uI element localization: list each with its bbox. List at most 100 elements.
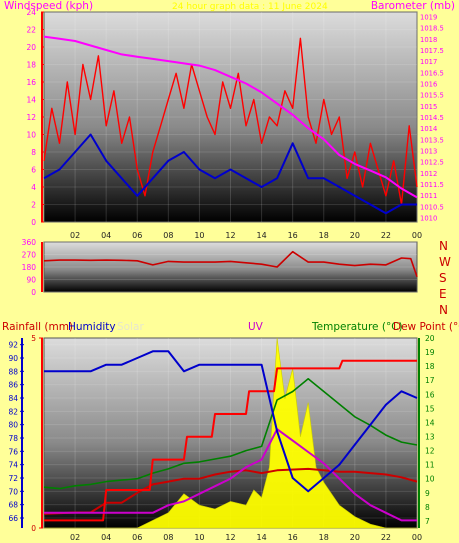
humidity-tick-label: 86 (8, 381, 18, 390)
temperature-tick-label: 10 (425, 475, 435, 484)
y-right-tick-label: 1010 (420, 215, 437, 223)
y-right-tick-label: 1012.5 (420, 159, 444, 167)
x-tick-label: 22 (381, 231, 391, 240)
x-tick-label: 06 (132, 533, 142, 542)
y-tick-label: 20 (26, 43, 36, 52)
x-tick-label: 02 (70, 533, 80, 542)
x-tick-label: 08 (163, 533, 173, 542)
temperature-line (43, 378, 418, 490)
temperature-tick-label: 18 (425, 362, 435, 371)
y-right-tick-label: 1016.5 (420, 69, 444, 77)
x-tick-label: 00 (412, 231, 422, 240)
compass-letter: N (439, 239, 448, 253)
x-tick-label: 10 (194, 231, 204, 240)
rain-tick-label: 5 (31, 334, 36, 343)
dewpoint-axis-label: Dew Point (°C) (393, 321, 459, 333)
windspeed-axis-label: Windspeed (kph) (4, 0, 93, 12)
y-tick-label: 0 (31, 218, 36, 227)
temperature-tick-label: 17 (425, 376, 435, 385)
y-tick-label: 0 (31, 288, 36, 297)
humidity-tick-label: 92 (8, 341, 18, 350)
humidity-tick-label: 90 (8, 354, 18, 363)
x-tick-label: 10 (194, 533, 204, 542)
x-tick-label: 08 (163, 231, 173, 240)
barometer-axis-label: Barometer (mb) (371, 0, 455, 12)
y-right-tick-label: 1018.5 (420, 25, 444, 33)
humidity-axis-label: Humidity (68, 321, 116, 333)
y-right-tick-label: 1015 (420, 103, 437, 111)
rainfall-line (44, 359, 417, 522)
y-right-tick-label: 1011.5 (420, 181, 444, 189)
barometer-line (43, 35, 418, 199)
y-tick-label: 180 (22, 263, 37, 272)
y-tick-label: 18 (26, 61, 36, 70)
rain-tick-label: 0 (31, 524, 36, 533)
wind-gust-line (43, 37, 418, 206)
humidity-tick-label: 82 (8, 407, 18, 416)
x-tick-label: 14 (256, 231, 266, 240)
temperature-tick-label: 11 (425, 461, 435, 470)
wind-speed-line (43, 133, 417, 215)
x-tick-label: 12 (225, 533, 235, 542)
y-tick-label: 22 (26, 26, 36, 35)
y-right-tick-label: 1010.5 (420, 203, 444, 211)
temperature-tick-label: 8 (425, 503, 430, 512)
humidity-tick-label: 74 (8, 461, 18, 470)
humidity-tick-label: 66 (8, 514, 18, 523)
x-tick-label: 18 (319, 533, 329, 542)
y-tick-label: 16 (26, 78, 36, 87)
wind-direction-line (43, 250, 418, 277)
humidity-tick-label: 88 (8, 367, 18, 376)
y-tick-label: 12 (26, 113, 36, 122)
humidity-tick-label: 72 (8, 474, 18, 483)
x-tick-label: 16 (288, 231, 298, 240)
graph-title: 24 hour graph data : 11 June 2024 (172, 2, 328, 12)
uv-line (44, 428, 417, 522)
y-tick-label: 2 (31, 201, 36, 210)
x-tick-label: 16 (288, 533, 298, 542)
humidity-line (44, 350, 418, 493)
y-tick-label: 14 (26, 96, 36, 105)
uv-axis-label: UV (248, 321, 264, 333)
rainfall-axis-label: Rainfall (mm) (2, 321, 73, 333)
compass-letters: N W S E N (439, 239, 451, 317)
y-right-tick-label: 1017.5 (420, 47, 444, 55)
x-tick-label: 06 (132, 231, 142, 240)
y-tick-label: 360 (22, 238, 37, 247)
y-tick-label: 8 (31, 148, 36, 157)
compass-letter: E (439, 287, 447, 301)
y-tick-label: 10 (26, 131, 36, 140)
humidity-tick-label: 68 (8, 501, 18, 510)
y-right-tick-label: 1014 (420, 125, 437, 133)
compass-letter: N (439, 303, 448, 317)
solar-area (44, 337, 417, 529)
x-tick-label: 12 (225, 231, 235, 240)
y-right-tick-label: 1019 (420, 13, 437, 21)
humidity-tick-label: 84 (8, 394, 18, 403)
y-tick-label: 90 (26, 276, 36, 285)
compass-letter: W (439, 255, 451, 269)
temperature-tick-label: 14 (425, 418, 435, 427)
y-tick-label: 6 (31, 166, 36, 175)
y-right-tick-label: 1014.5 (420, 114, 444, 122)
y-tick-label: 270 (22, 251, 37, 260)
x-tick-label: 04 (101, 533, 111, 542)
wind-plot-area (43, 11, 418, 223)
y-right-tick-label: 1012 (420, 170, 437, 178)
temperature-axis-label: Temperature (°C) (311, 321, 403, 333)
temperature-tick-label: 9 (425, 489, 430, 498)
x-tick-label: 20 (350, 231, 360, 240)
temperature-tick-label: 7 (425, 517, 430, 526)
y-right-tick-label: 1015.5 (420, 92, 444, 100)
y-right-tick-label: 1013 (420, 148, 437, 156)
temperature-tick-label: 19 (425, 348, 435, 357)
temperature-tick-label: 15 (425, 404, 435, 413)
compass-letter: S (439, 271, 447, 285)
direction-plot-area (43, 241, 418, 293)
x-tick-label: 18 (319, 231, 329, 240)
x-tick-label: 14 (256, 533, 266, 542)
x-tick-label: 20 (350, 533, 360, 542)
temperature-tick-label: 13 (425, 433, 435, 442)
